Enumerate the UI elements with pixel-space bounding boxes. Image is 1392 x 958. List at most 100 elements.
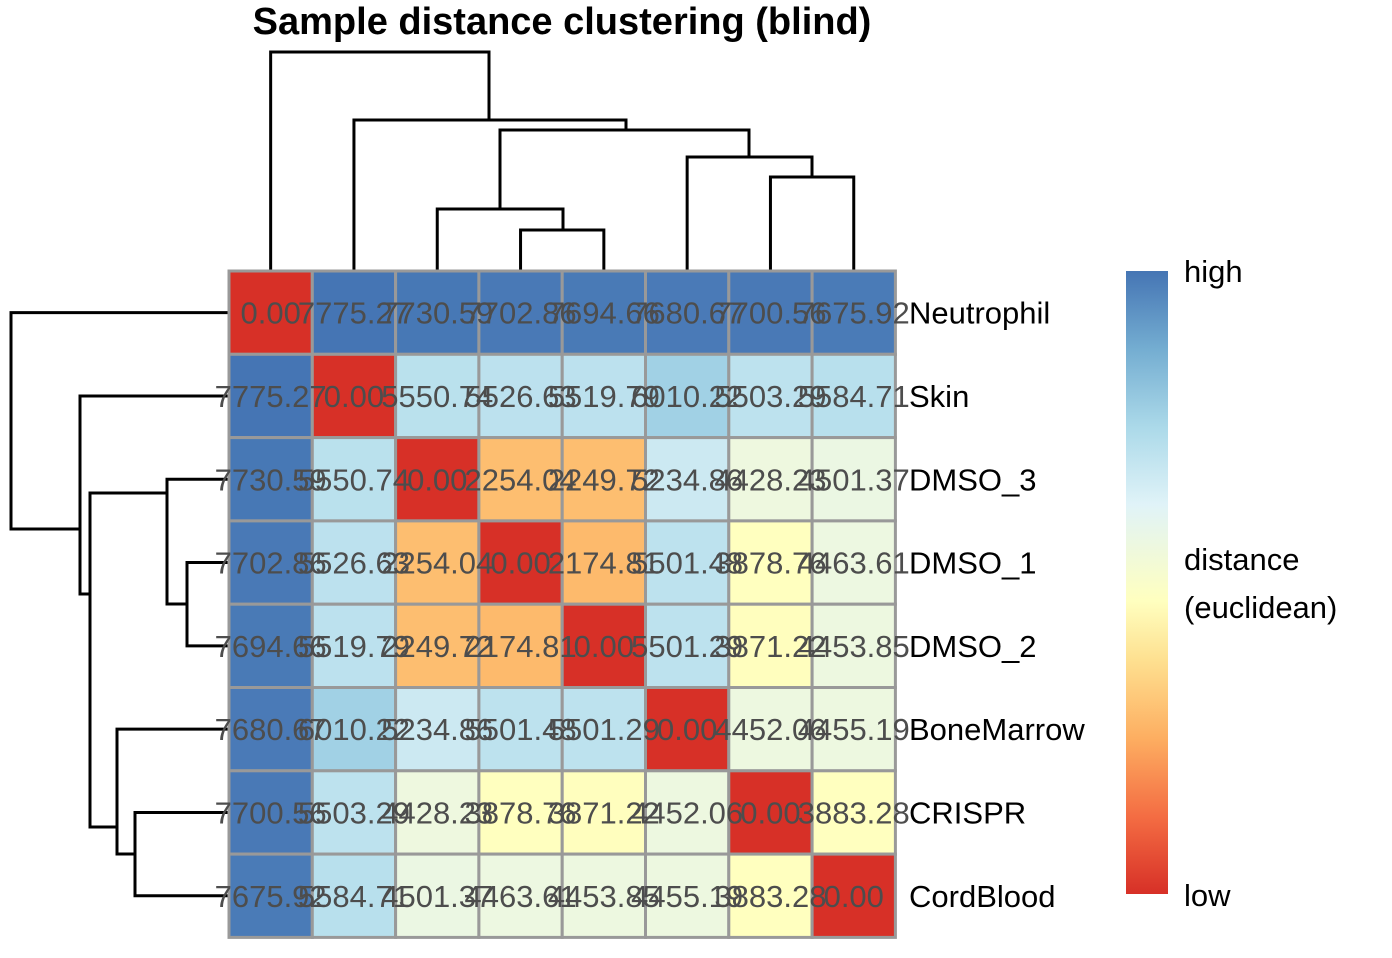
heatmap-cell <box>560 352 648 440</box>
cell-value-label: 2174.81 <box>465 629 577 664</box>
cell-value-label: 4455.19 <box>631 879 743 914</box>
cell-value-label: 7700.56 <box>714 296 826 331</box>
heatmap-cell <box>310 769 398 856</box>
cell-value-label: 7675.92 <box>215 879 327 914</box>
cell-value-label: 0.00 <box>324 379 384 414</box>
cell-value-label: 4453.85 <box>798 629 910 664</box>
cell-value-label: 2249.72 <box>548 462 660 497</box>
row-label: Skin <box>909 379 969 414</box>
row-dendrogram-branch <box>88 491 169 604</box>
cell-value-label: 6010.22 <box>631 379 743 414</box>
heatmap-cell <box>644 852 731 939</box>
cell-value-label: 5584.71 <box>798 379 910 414</box>
row-label: CRISPR <box>909 795 1026 830</box>
row-dendrogram-branch <box>185 561 229 648</box>
row-label: CordBlood <box>909 879 1055 914</box>
heatmap-cell <box>227 436 314 523</box>
heatmap-cell <box>810 519 897 606</box>
cell-value-label: 7680.67 <box>631 296 743 331</box>
column-dendrogram-branch <box>498 128 751 210</box>
cell-value-label: 2174.81 <box>548 546 660 581</box>
heatmap-cell <box>394 686 481 773</box>
legend-low-label: low <box>1184 878 1231 913</box>
chart-title: Sample distance clustering (blind) <box>253 1 872 43</box>
cell-value-label: 4428.23 <box>381 795 493 830</box>
cell-value-label: 5550.74 <box>298 462 410 497</box>
cell-value-label: 3883.28 <box>714 879 826 914</box>
row-dendrogram-branch <box>115 727 229 856</box>
heatmap-cell <box>227 269 314 356</box>
cell-value-label: 5501.29 <box>548 712 660 747</box>
row-dendrogram-branch <box>88 594 117 829</box>
cell-value-label: 7730.59 <box>381 296 493 331</box>
cell-value-label: 0.00 <box>407 462 467 497</box>
cell-value-label: 5234.86 <box>631 462 743 497</box>
row-dendrogram-branch <box>133 810 229 898</box>
heatmap-cell <box>227 519 314 606</box>
cell-value-label: 0.00 <box>824 879 884 914</box>
cell-value-label: 3878.76 <box>714 546 826 581</box>
heatmap-cell <box>727 769 814 856</box>
heatmap-cell <box>310 436 398 523</box>
heatmap-cell <box>310 269 398 356</box>
heatmap-cell <box>394 269 481 356</box>
cell-value-label: 4501.37 <box>381 879 493 914</box>
cell-value-label: 4452.06 <box>714 712 826 747</box>
cell-value-label: 0.00 <box>574 629 634 664</box>
cell-value-label: 2249.72 <box>381 629 493 664</box>
heatmap-cell <box>227 852 314 939</box>
cell-value-label: 5503.29 <box>714 379 826 414</box>
row-label: DMSO_2 <box>909 629 1036 664</box>
cell-value-label: 3871.22 <box>548 795 660 830</box>
heatmap-cell <box>394 436 481 523</box>
row-dendrogram-branch <box>9 311 229 531</box>
heatmap-cell <box>644 352 731 440</box>
cell-value-label: 2254.04 <box>465 462 577 497</box>
row-dendrogram <box>9 311 229 898</box>
heatmap-cell <box>727 602 814 690</box>
legend-color-bar <box>1126 271 1168 894</box>
row-label: Neutrophil <box>909 296 1050 331</box>
heatmap-cell <box>560 686 648 773</box>
cell-value-label: 7694.66 <box>548 296 660 331</box>
heatmap-cell <box>727 852 814 939</box>
cell-value-label: 4428.23 <box>714 462 826 497</box>
heatmap-cell <box>727 436 814 523</box>
legend-title-line1: distance <box>1184 542 1299 577</box>
heatmap-cell <box>394 852 481 939</box>
heatmap-cell <box>810 769 897 856</box>
heatmap-cell <box>477 352 564 440</box>
cell-value-label: 7702.86 <box>465 296 577 331</box>
cell-value-label: 3883.28 <box>798 795 910 830</box>
row-label: DMSO_1 <box>909 546 1036 581</box>
legend-high-label: high <box>1184 254 1243 289</box>
cell-value-label: 7675.92 <box>798 296 910 331</box>
heatmap-cell <box>810 269 897 356</box>
cell-value-label: 7702.86 <box>215 546 327 581</box>
row-label: BoneMarrow <box>909 712 1085 747</box>
column-dendrogram-branch <box>685 155 814 271</box>
heatmap-cell <box>810 436 897 523</box>
heatmap-cell <box>810 352 897 440</box>
column-dendrogram-branch <box>352 118 628 271</box>
cell-value-label: 7680.67 <box>215 712 327 747</box>
cell-value-label: 4455.19 <box>798 712 910 747</box>
column-dendrogram-branch <box>269 50 491 271</box>
cell-value-label: 5526.63 <box>298 546 410 581</box>
cell-value-label: 6010.22 <box>298 712 410 747</box>
row-label: DMSO_3 <box>909 462 1036 497</box>
cell-value-label: 7694.66 <box>215 629 327 664</box>
heatmap-cell <box>810 602 897 690</box>
cell-value-label: 4452.06 <box>631 795 743 830</box>
cell-value-label: 5526.63 <box>465 379 577 414</box>
cell-value-label: 5234.86 <box>381 712 493 747</box>
heatmap-cell <box>227 686 314 773</box>
row-dendrogram-branch <box>165 477 229 606</box>
cell-value-label: 5501.48 <box>631 546 743 581</box>
heatmap-cell <box>477 852 564 939</box>
heatmap-cell <box>644 519 731 606</box>
color-legend: high distance (euclidean) low <box>1126 254 1337 913</box>
heatmap-cell <box>560 436 648 523</box>
heatmap-cell <box>810 686 897 773</box>
